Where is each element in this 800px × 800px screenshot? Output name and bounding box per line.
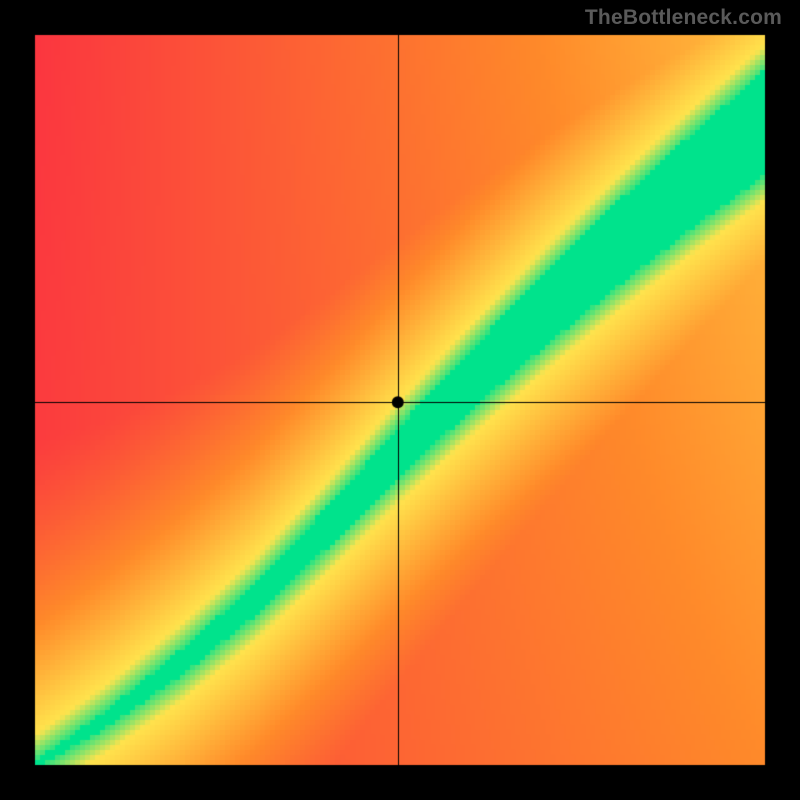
chart-container: TheBottleneck.com [0,0,800,800]
attribution-label: TheBottleneck.com [585,6,782,30]
bottleneck-heatmap-canvas [0,0,800,800]
